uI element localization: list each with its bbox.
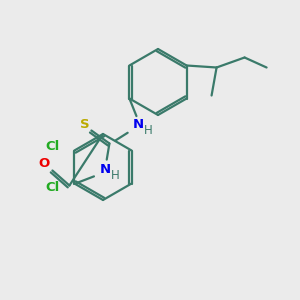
Text: H: H [144,124,153,137]
Text: S: S [80,118,89,131]
Text: H: H [111,169,120,182]
Text: Cl: Cl [45,181,59,194]
Text: N: N [100,163,111,176]
Text: Cl: Cl [45,140,59,153]
Text: O: O [39,157,50,170]
Text: N: N [133,118,144,131]
